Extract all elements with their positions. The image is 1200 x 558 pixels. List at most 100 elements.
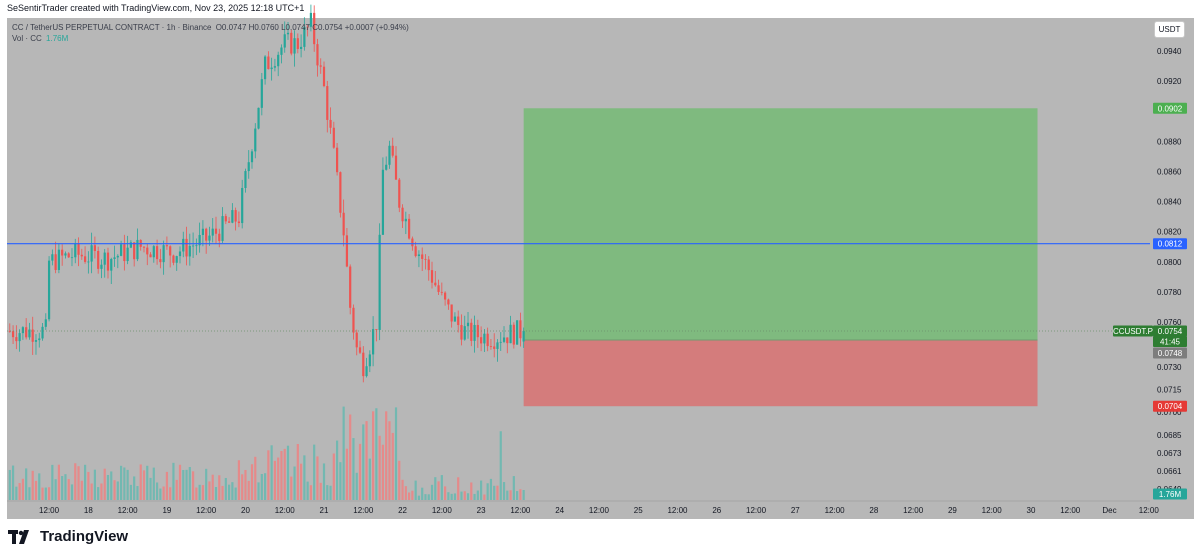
candle-body[interactable]	[332, 127, 335, 148]
candle-body[interactable]	[480, 337, 483, 344]
candle-body[interactable]	[519, 320, 522, 339]
candle-body[interactable]	[80, 254, 83, 257]
candle-body[interactable]	[116, 255, 119, 258]
candle-body[interactable]	[336, 147, 339, 173]
candle-body[interactable]	[394, 155, 398, 180]
candle-body[interactable]	[188, 245, 191, 257]
candle-body[interactable]	[126, 247, 129, 262]
candle-body[interactable]	[434, 282, 437, 286]
candle-body[interactable]	[267, 56, 270, 70]
candle-body[interactable]	[152, 246, 155, 258]
candle-body[interactable]	[339, 172, 342, 213]
candle-body[interactable]	[149, 254, 152, 258]
candle-body[interactable]	[47, 260, 51, 320]
volume-legend[interactable]: Vol · CC 1.76M	[12, 34, 68, 43]
candle-body[interactable]	[463, 326, 466, 340]
candle-body[interactable]	[358, 347, 362, 353]
candle-body[interactable]	[316, 44, 319, 66]
candle-body[interactable]	[385, 164, 388, 170]
candle-body[interactable]	[241, 187, 244, 224]
candle-body[interactable]	[247, 162, 250, 172]
candle-body[interactable]	[319, 65, 322, 67]
candle-body[interactable]	[450, 304, 453, 322]
candle-body[interactable]	[362, 352, 365, 377]
candle-body[interactable]	[191, 245, 195, 247]
candle-body[interactable]	[263, 56, 267, 80]
candle-body[interactable]	[74, 243, 77, 258]
candle-body[interactable]	[506, 337, 509, 344]
candle-body[interactable]	[21, 327, 24, 334]
candle-body[interactable]	[421, 254, 424, 259]
candle-body[interactable]	[329, 119, 332, 128]
candle-body[interactable]	[61, 249, 64, 256]
candle-body[interactable]	[476, 324, 479, 338]
candle-body[interactable]	[11, 331, 15, 338]
candle-body[interactable]	[277, 54, 280, 67]
candle-body[interactable]	[444, 292, 447, 300]
candle-body[interactable]	[306, 26, 309, 28]
candle-body[interactable]	[133, 242, 136, 260]
candle-body[interactable]	[273, 66, 277, 68]
candle-body[interactable]	[106, 252, 110, 271]
candle-body[interactable]	[322, 66, 326, 87]
candle-body[interactable]	[123, 244, 126, 262]
candle-body[interactable]	[218, 233, 221, 241]
candle-body[interactable]	[97, 250, 100, 269]
candle-body[interactable]	[51, 254, 54, 261]
currency-button[interactable]: USDT	[1154, 21, 1185, 38]
candle-body[interactable]	[119, 244, 123, 256]
candle-body[interactable]	[447, 299, 450, 305]
candle-body[interactable]	[57, 249, 60, 270]
profit-zone[interactable]	[523, 108, 1038, 341]
candle-body[interactable]	[398, 179, 401, 208]
candle-body[interactable]	[424, 258, 427, 260]
candle-body[interactable]	[342, 212, 345, 236]
candle-body[interactable]	[453, 316, 457, 322]
candle-body[interactable]	[296, 38, 299, 49]
candle-body[interactable]	[28, 329, 31, 338]
candle-body[interactable]	[499, 341, 502, 343]
candle-body[interactable]	[466, 322, 470, 327]
candle-body[interactable]	[457, 316, 460, 326]
candle-body[interactable]	[224, 216, 227, 222]
tradingview-logo-icon[interactable]	[8, 529, 34, 544]
candle-body[interactable]	[293, 38, 296, 54]
candle-body[interactable]	[375, 329, 378, 330]
candle-body[interactable]	[231, 210, 234, 223]
candle-body[interactable]	[470, 322, 473, 341]
candle-body[interactable]	[509, 324, 512, 344]
candle-body[interactable]	[8, 330, 11, 332]
candle-body[interactable]	[129, 242, 133, 248]
candle-body[interactable]	[417, 254, 421, 257]
candle-body[interactable]	[169, 246, 172, 256]
candle-body[interactable]	[162, 245, 165, 263]
candle-body[interactable]	[227, 221, 231, 223]
candle-body[interactable]	[41, 326, 44, 339]
candle-body[interactable]	[54, 254, 57, 270]
candle-body[interactable]	[64, 253, 67, 256]
candle-body[interactable]	[67, 253, 70, 258]
candle-body[interactable]	[185, 238, 188, 257]
candle-body[interactable]	[15, 337, 18, 342]
candle-body[interactable]	[270, 67, 273, 70]
candle-body[interactable]	[195, 245, 198, 247]
candle-body[interactable]	[388, 145, 391, 165]
candle-body[interactable]	[103, 252, 106, 265]
candle-body[interactable]	[437, 285, 440, 292]
candle-body[interactable]	[391, 145, 394, 156]
candle-body[interactable]	[221, 216, 224, 241]
candle-body[interactable]	[172, 255, 175, 263]
candle-body[interactable]	[237, 221, 241, 224]
candle-body[interactable]	[303, 26, 306, 47]
candle-body[interactable]	[165, 245, 169, 247]
candle-body[interactable]	[90, 245, 93, 262]
candle-body[interactable]	[414, 246, 417, 257]
candle-body[interactable]	[38, 338, 41, 341]
candle-body[interactable]	[260, 79, 263, 108]
candle-body[interactable]	[401, 207, 404, 222]
candle-body[interactable]	[286, 32, 290, 35]
candle-body[interactable]	[404, 218, 407, 222]
candle-body[interactable]	[208, 235, 211, 241]
candle-body[interactable]	[365, 366, 368, 377]
candle-body[interactable]	[486, 333, 489, 347]
